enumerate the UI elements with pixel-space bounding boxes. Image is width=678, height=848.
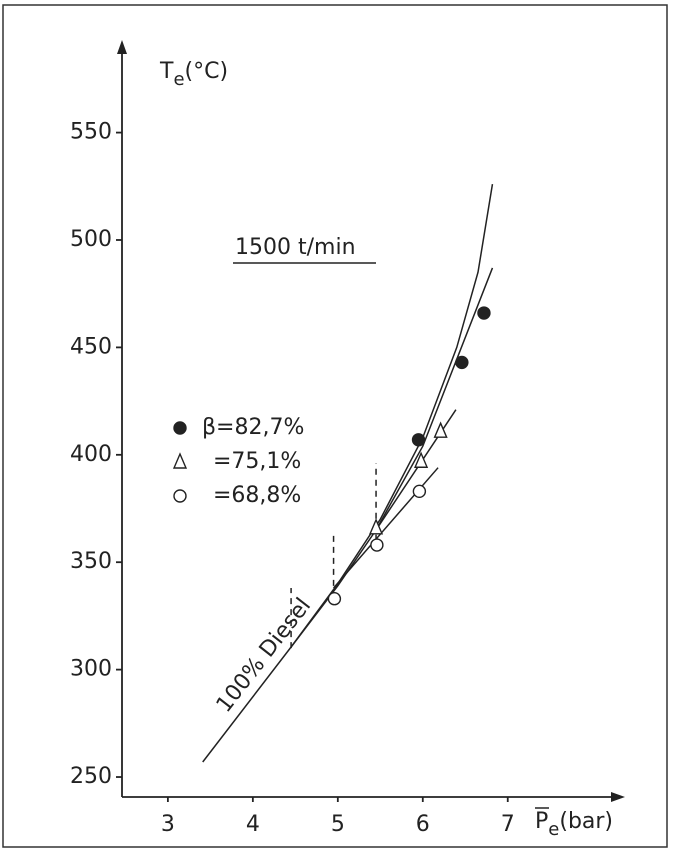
- y-tick-label: 550: [70, 120, 112, 145]
- curve: [202, 647, 291, 763]
- legend-marker: [172, 452, 188, 469]
- x-tick-label: 6: [416, 812, 430, 837]
- label-sub: e: [548, 819, 559, 840]
- marker: [370, 538, 384, 552]
- y-tick-label: 400: [70, 442, 112, 467]
- y-tick-label: 500: [70, 227, 112, 252]
- annotation: 1500 t/min: [235, 235, 356, 260]
- x-tick-label: 7: [501, 812, 515, 837]
- label-rest: (°C): [185, 59, 229, 84]
- legend-label: =68,8%: [213, 483, 301, 508]
- marker: [411, 433, 426, 447]
- marker: [368, 518, 384, 535]
- y-tick-label: 300: [70, 657, 112, 682]
- curve: [289, 267, 494, 649]
- label-main: T: [159, 59, 174, 84]
- x-tick-label: 3: [161, 812, 175, 837]
- frame: [2, 4, 668, 848]
- label-rest: (bar): [559, 809, 613, 834]
- y-tick-label: 250: [70, 764, 112, 789]
- marker: [433, 421, 448, 438]
- marker: [327, 592, 342, 606]
- x-tick-label: 5: [331, 812, 345, 837]
- marker: [412, 484, 427, 499]
- y-arrow: [117, 40, 127, 54]
- x-arrow: [611, 792, 625, 802]
- annotation: 100% Diesel: [212, 594, 316, 718]
- marker: [455, 355, 469, 370]
- legend-marker: [173, 421, 187, 435]
- x-tick-label: 4: [246, 812, 260, 837]
- legend-marker: [173, 489, 187, 503]
- curve: [375, 409, 457, 531]
- marker: [414, 451, 429, 468]
- legend-label: β=82,7%: [202, 415, 304, 440]
- y-tick-label: 450: [70, 334, 112, 359]
- axis-label: Pe(bar): [535, 809, 613, 840]
- label-sub: e: [173, 69, 184, 90]
- label-main: P: [535, 809, 548, 834]
- axis-label: Te(°C): [159, 59, 228, 90]
- marker: [477, 306, 491, 320]
- legend-label: =75,1%: [213, 449, 301, 474]
- y-tick-label: 350: [70, 549, 112, 574]
